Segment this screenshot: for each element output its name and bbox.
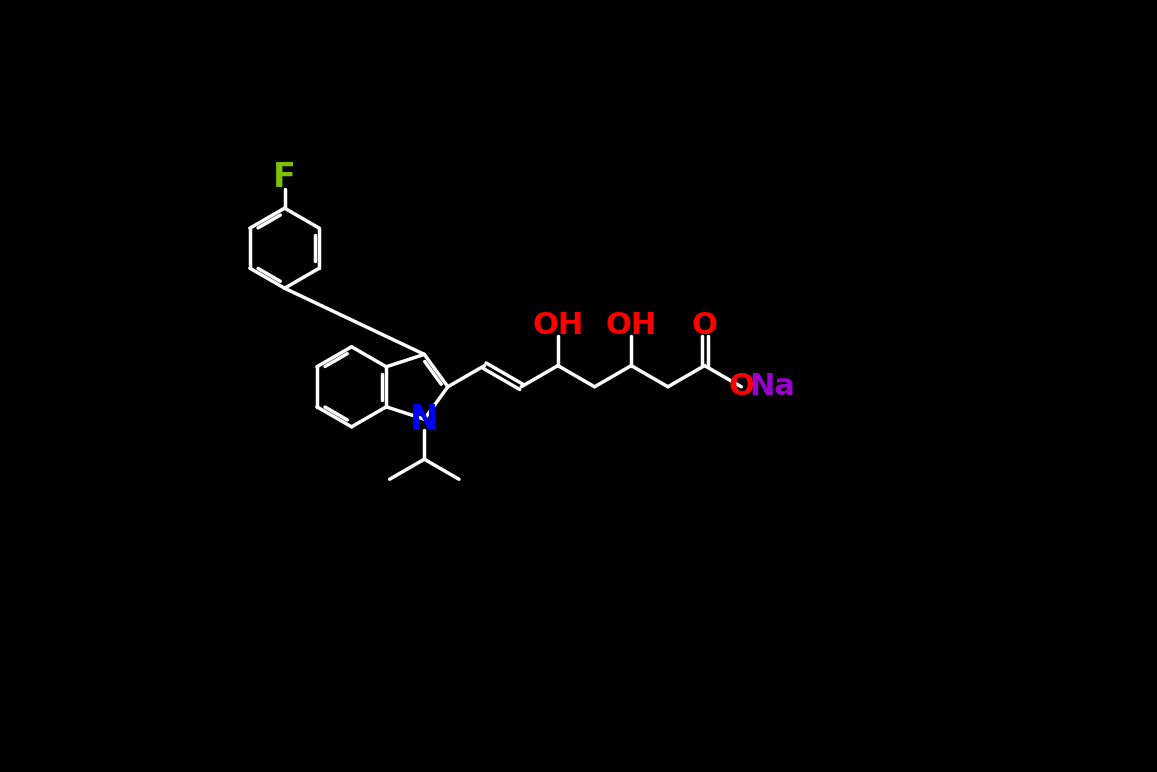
Text: F: F xyxy=(273,161,296,194)
Text: OH: OH xyxy=(605,311,657,340)
Text: N: N xyxy=(411,403,439,435)
Text: O: O xyxy=(728,372,754,401)
Text: OH: OH xyxy=(532,311,583,340)
Text: Na: Na xyxy=(749,372,795,401)
Text: O: O xyxy=(692,311,717,340)
